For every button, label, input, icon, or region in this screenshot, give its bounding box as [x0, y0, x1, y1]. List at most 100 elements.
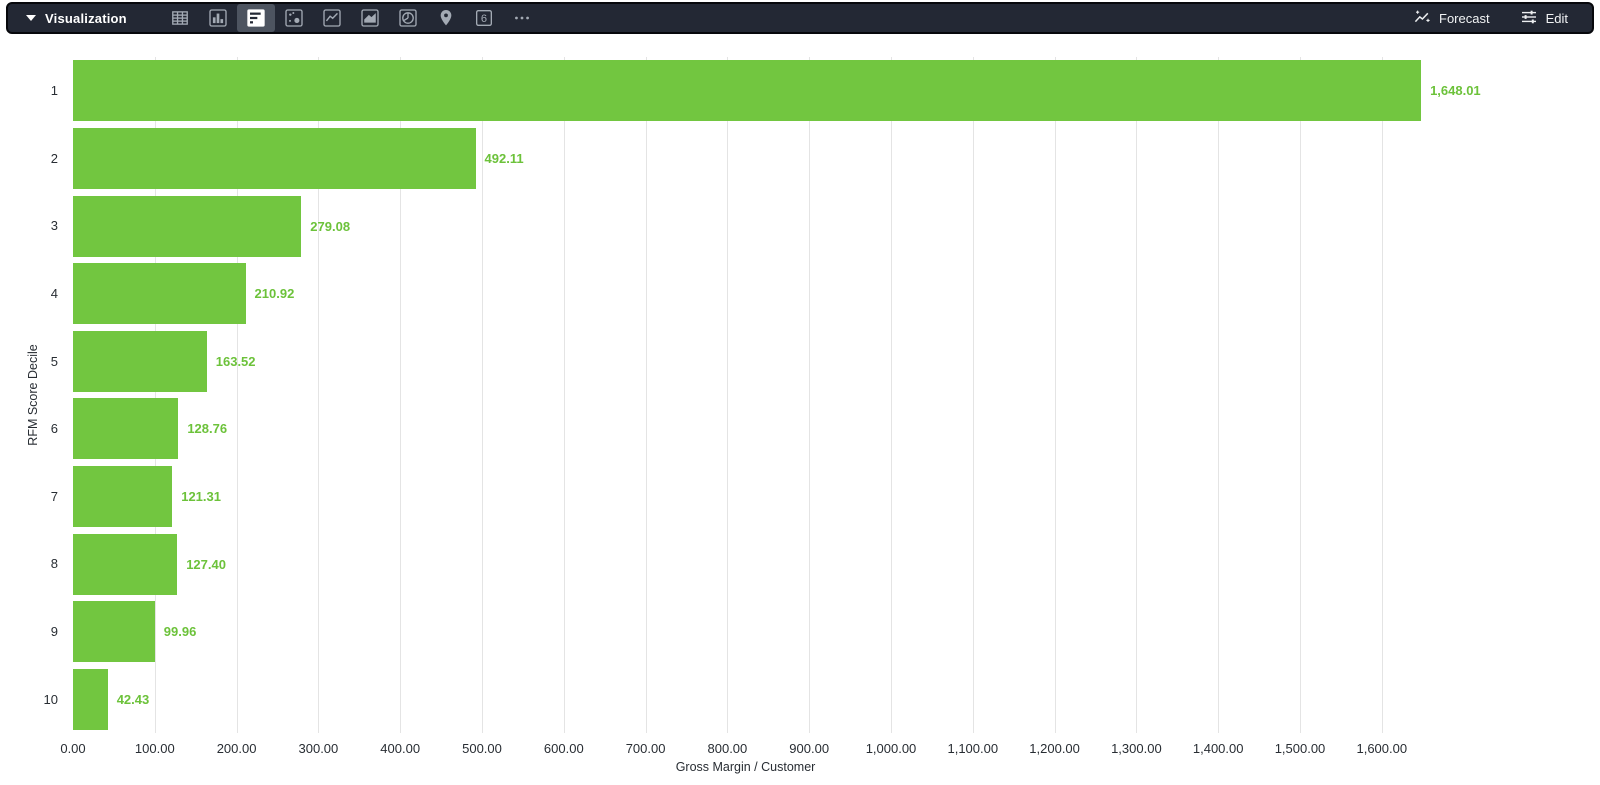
gridline	[236, 57, 238, 733]
gridline	[972, 57, 974, 733]
bar-decile-10[interactable]	[73, 668, 108, 730]
edit-button[interactable]: Edit	[1520, 8, 1568, 29]
bar-row: 492.11	[73, 127, 1563, 189]
y-axis-category-label: 3	[50, 218, 58, 234]
svg-text:6: 6	[481, 13, 487, 25]
gridline	[891, 57, 892, 733]
x-axis-title: Gross Margin / Customer	[675, 760, 816, 774]
chart-type-pie-chart-icon[interactable]	[389, 4, 427, 32]
bar-decile-4[interactable]	[73, 263, 246, 325]
gridline	[727, 57, 729, 733]
visualization-panel-label: Visualization	[45, 10, 127, 26]
x-axis-tick-label: 1,600.00	[1356, 741, 1408, 756]
chart-type-single-value-icon[interactable]: 6	[465, 4, 503, 32]
forecast-button[interactable]: Forecast	[1413, 8, 1490, 29]
y-axis-category-label: 5	[50, 353, 58, 369]
y-axis-category-label: 10	[43, 691, 58, 707]
y-axis-category-label: 4	[50, 286, 58, 302]
chart-type-bar-chart-horizontal-icon[interactable]	[236, 4, 275, 32]
x-axis-tick-label: 700.00	[625, 741, 666, 756]
bar-decile-7[interactable]	[73, 465, 173, 527]
bar-row: 128.76	[73, 398, 1563, 460]
bar-decile-1[interactable]	[73, 60, 1422, 122]
gridline	[1300, 57, 1301, 733]
gridline	[482, 57, 483, 733]
x-axis-tick-label: 1,200.00	[1029, 741, 1080, 756]
chart-type-more-icon[interactable]	[503, 4, 541, 32]
y-axis-category-label: 7	[50, 488, 58, 504]
bar-decile-2[interactable]	[73, 127, 476, 189]
y-axis-category-label: 9	[50, 624, 58, 640]
x-axis-tick-label: 400.00	[380, 741, 421, 756]
forecast-button-label: Forecast	[1439, 10, 1490, 26]
bar-row: 127.40	[73, 533, 1563, 595]
x-axis-tick-label: 300.00	[298, 741, 339, 756]
bar-row: 1,648.01	[73, 60, 1563, 122]
bar-decile-3[interactable]	[73, 195, 302, 257]
chart-type-column-chart-icon[interactable]	[199, 4, 237, 32]
bar-decile-8[interactable]	[73, 533, 178, 595]
x-axis-tick-label: 900.00	[789, 741, 830, 756]
gridline	[1136, 57, 1138, 733]
edit-sliders-icon	[1520, 8, 1538, 29]
bar-value-label: 279.08	[310, 218, 351, 234]
x-axis-tick-label: 1,100.00	[947, 741, 999, 756]
x-axis-tick-label: 100.00	[134, 741, 175, 756]
bar-chart: RFM Score Decile 1 2 3 4 5 6 7 8 9 10 1,648.01 492…	[0, 40, 1600, 785]
bar-value-label: 210.92	[254, 286, 295, 302]
bar-value-label: 492.11	[484, 150, 524, 166]
gridline	[563, 57, 565, 733]
visualization-toolbar: Visualization 6 Forecast	[6, 2, 1594, 34]
gridline	[645, 57, 647, 733]
y-axis-labels: 1 2 3 4 5 6 7 8 9 10	[0, 57, 58, 733]
x-axis-tick-label: 1,400.00	[1192, 741, 1244, 756]
gridline	[1381, 57, 1383, 733]
chart-type-map-pin-icon[interactable]	[427, 4, 465, 32]
gridline	[154, 57, 156, 733]
bar-row: 121.31	[73, 465, 1563, 527]
bar-value-label: 163.52	[215, 353, 256, 369]
bar-row: 210.92	[73, 263, 1563, 325]
toolbar-actions: Forecast Edit	[1413, 8, 1592, 29]
bar-value-label: 127.40	[186, 556, 226, 572]
x-axis-tick-label: 1,500.00	[1274, 741, 1326, 756]
x-axis-tick-label: 600.00	[543, 741, 584, 756]
x-axis-tick-label: 1,300.00	[1111, 741, 1162, 756]
y-axis-category-label: 8	[50, 556, 58, 572]
bar-value-label: 42.43	[116, 691, 150, 707]
x-axis-tick-label: 0.00	[60, 741, 86, 756]
edit-button-label: Edit	[1545, 10, 1568, 26]
x-axis-tick-label: 1,000.00	[865, 741, 917, 756]
gridline	[1054, 57, 1056, 733]
plot-area: 1,648.01 492.11 279.08 210.92 163.52 128.76 12…	[73, 57, 1563, 733]
x-axis-tick-label: 200.00	[216, 741, 257, 756]
bar-row: 163.52	[73, 330, 1563, 392]
bar-value-label: 1,648.01	[1430, 83, 1481, 99]
y-axis-category-label: 1	[50, 83, 58, 99]
bar-decile-6[interactable]	[73, 398, 179, 460]
chart-type-line-chart-icon[interactable]	[313, 4, 351, 32]
gridline	[400, 57, 402, 733]
chart-type-area-chart-icon[interactable]	[351, 4, 389, 32]
gridline	[809, 57, 811, 733]
caret-down-icon	[26, 15, 36, 21]
gridline	[1218, 57, 1220, 733]
bar-value-label: 121.31	[181, 488, 221, 504]
bar-row: 42.43	[73, 668, 1563, 730]
y-axis-category-label: 6	[50, 421, 58, 437]
chart-type-scatter-icon[interactable]	[275, 4, 313, 32]
visualization-dropdown[interactable]: Visualization	[8, 11, 127, 26]
bar-row: 99.96	[73, 601, 1563, 663]
bar-value-label: 128.76	[187, 421, 228, 437]
bar-value-label: 99.96	[163, 624, 197, 640]
gridline	[318, 57, 320, 733]
y-axis-category-label: 2	[50, 150, 58, 166]
x-axis-tick-label: 800.00	[707, 741, 748, 756]
x-axis-tick-label: 500.00	[462, 741, 502, 756]
bar-decile-5[interactable]	[73, 330, 207, 392]
forecast-sparkle-icon	[1413, 8, 1431, 29]
chart-type-switcher: 6	[161, 4, 541, 32]
chart-type-table-icon[interactable]	[161, 4, 199, 32]
bar-decile-9[interactable]	[73, 601, 155, 663]
